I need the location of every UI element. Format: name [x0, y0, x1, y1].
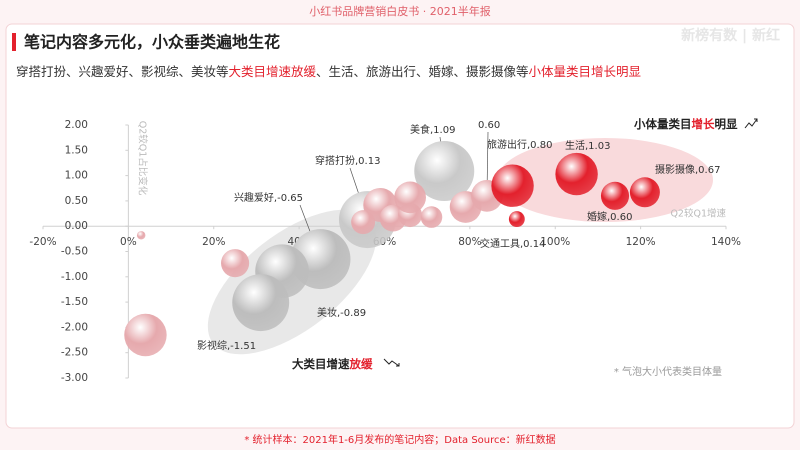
- footer: * 统计样本：2021年1-6月发布的笔记内容；Data Source：新红数据: [244, 433, 555, 446]
- y-tick-label: -1.00: [61, 271, 88, 283]
- annotation-part: 放缓: [349, 357, 373, 371]
- watermark: 新榜有数 | 新红: [681, 27, 780, 44]
- x-tick-label: 20%: [202, 236, 225, 248]
- annotation-part: 明显: [715, 117, 738, 131]
- annotation-part: 小体量类目: [633, 117, 692, 131]
- annotation: 大类目增速放缓: [292, 357, 373, 371]
- title: 笔记内容多元化，小众垂类遍地生花: [24, 33, 280, 52]
- y-tick-label: 1.00: [65, 170, 88, 182]
- plot: -20%0%20%40%60%80%100%120%140%2.001.501.…: [29, 117, 758, 384]
- data-label: 旅游出行,0.80: [487, 138, 552, 151]
- x-tick-label: 80%: [458, 236, 481, 248]
- trend-arrow: [383, 358, 400, 367]
- data-label: 婚嫁,0.60: [587, 210, 632, 223]
- x-tick-label: 100%: [540, 236, 570, 248]
- y-tick-label: 2.00: [65, 119, 88, 131]
- y-tick-label: -2.00: [61, 321, 88, 333]
- annotation-part: 大类目增速: [292, 357, 350, 371]
- subtitle-part: 小体量类目增长明显: [529, 64, 642, 79]
- data-label: 美食,1.09: [410, 123, 455, 136]
- bubble: [491, 164, 534, 207]
- y-tick-label: 1.50: [65, 144, 88, 156]
- trend-arrow: [744, 118, 758, 129]
- data-label: 兴趣爱好,-0.65: [234, 191, 303, 204]
- x-axis-title: Q2较Q1增速: [670, 208, 726, 220]
- bubble: [414, 141, 475, 202]
- bubble: [629, 177, 660, 208]
- bubble: [221, 249, 250, 278]
- bubble: [420, 206, 443, 228]
- leader-line: [439, 136, 441, 142]
- data-label: 影视综,-1.51: [197, 339, 256, 352]
- y-tick-label: -1.50: [61, 296, 88, 308]
- y-tick-label: -2.50: [61, 347, 88, 359]
- bubble: [232, 274, 290, 332]
- y-tick-label: 0.00: [65, 220, 88, 232]
- header: 小红书品牌营销白皮书 · 2021半年报: [309, 4, 490, 18]
- subtitle-part: 、生活、旅游出行、婚嫁、摄影摄像等: [316, 64, 529, 79]
- data-label: 摄影摄像,0.67: [655, 163, 720, 176]
- bubble: [351, 210, 376, 235]
- leader-line: [486, 131, 489, 180]
- y-tick-label: -0.50: [61, 246, 88, 258]
- bubble: [600, 181, 630, 210]
- subtitle-part: 穿搭打扮、兴趣爱好、影视综、美妆等: [16, 64, 229, 79]
- bubble: [124, 313, 167, 357]
- title-bar: [12, 33, 16, 51]
- data-label: 穿搭打扮,0.13: [315, 154, 380, 167]
- data-label: 0.60: [478, 120, 500, 131]
- data-label: 交通工具,0.14: [480, 237, 545, 250]
- y-tick-label: 0.50: [65, 195, 88, 207]
- bubble: [508, 211, 525, 228]
- bubble: [555, 152, 598, 196]
- x-tick-label: 120%: [626, 236, 656, 248]
- leader-line: [299, 204, 311, 232]
- subtitle-part: 大类目增速放缓: [229, 64, 317, 79]
- x-tick-label: 0%: [120, 236, 137, 248]
- annotation: 小体量类目增长明显: [633, 117, 738, 131]
- y-axis-title: Q2较Q1占比变化: [137, 121, 149, 196]
- note: * 气泡大小代表类目体量: [614, 365, 722, 378]
- annotation-part: 增长: [692, 117, 715, 131]
- subtitle: 穿搭打扮、兴趣爱好、影视综、美妆等大类目增速放缓、生活、旅游出行、婚嫁、摄影摄像…: [16, 64, 641, 79]
- x-tick-label: -20%: [29, 236, 56, 248]
- leader-line: [349, 167, 359, 193]
- bubble: [136, 231, 146, 240]
- bubble: [394, 181, 426, 214]
- data-label: 生活,1.03: [565, 139, 610, 152]
- y-tick-label: -3.00: [61, 372, 88, 384]
- group-ellipse: [497, 138, 713, 222]
- x-tick-label: 140%: [711, 236, 741, 248]
- data-label: 美妆,-0.89: [317, 306, 366, 319]
